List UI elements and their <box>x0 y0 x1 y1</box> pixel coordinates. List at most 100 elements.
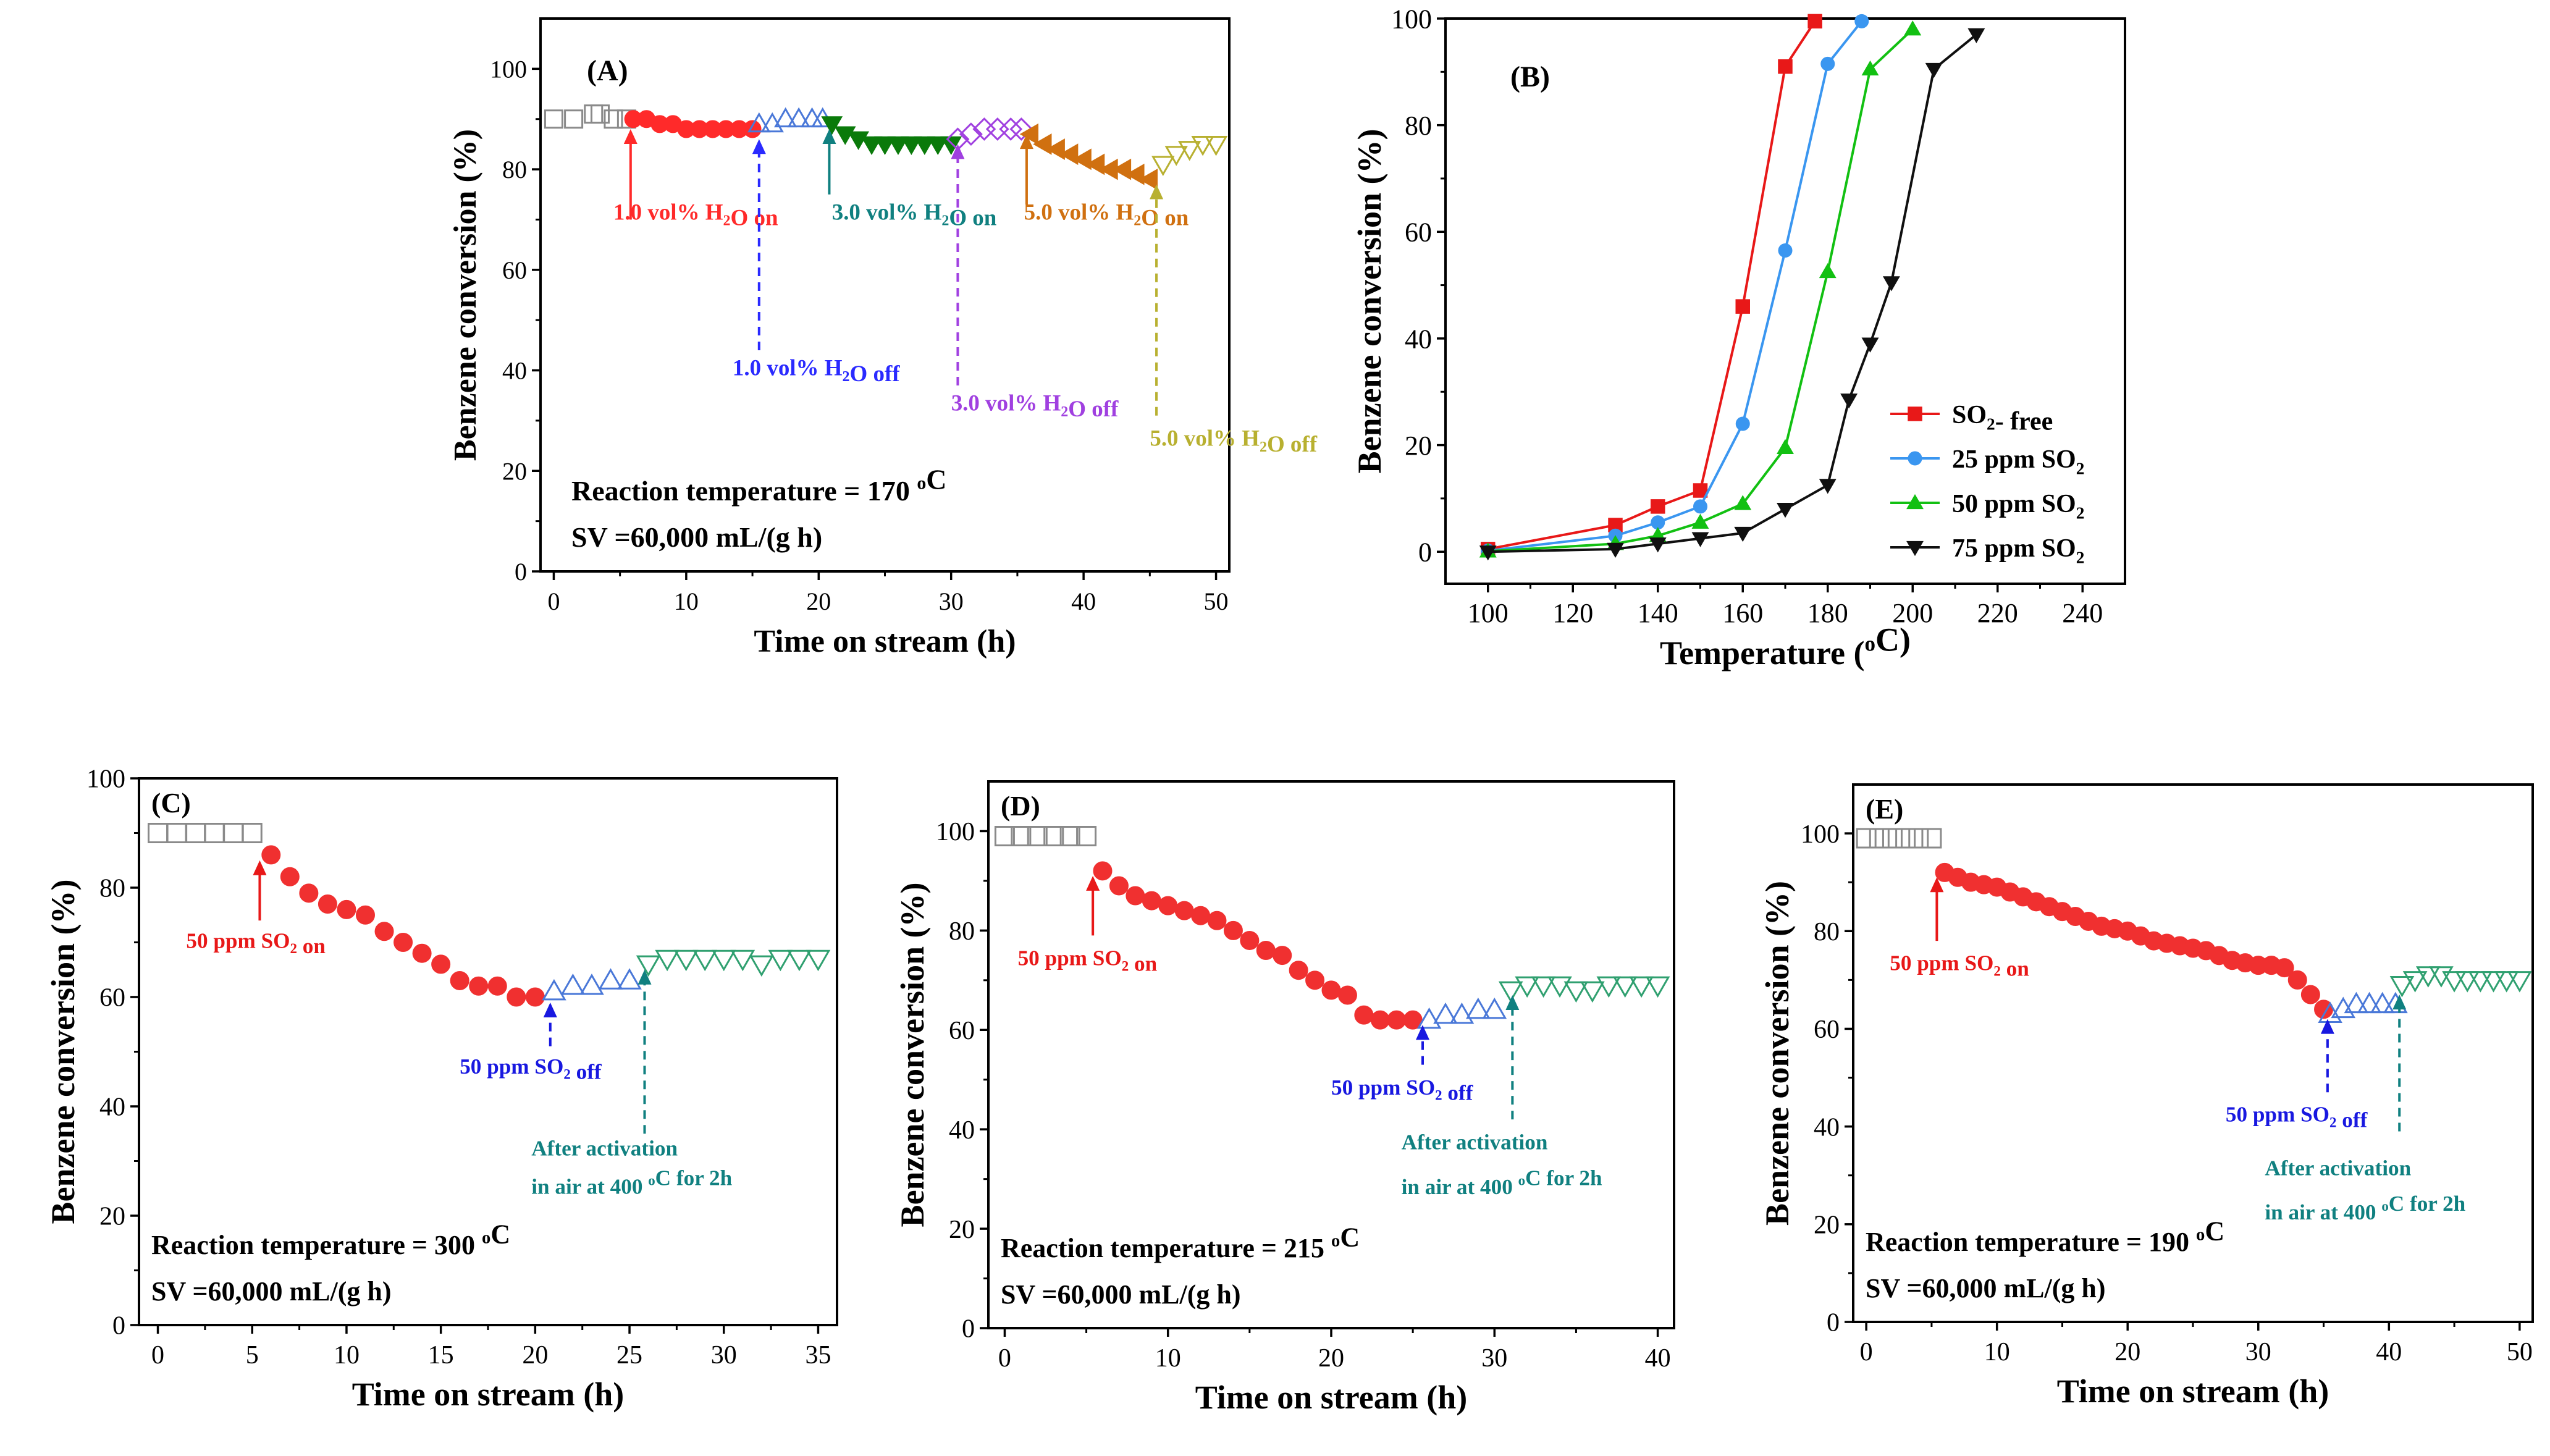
data-point <box>1820 56 1835 71</box>
data-point <box>787 949 812 972</box>
y-tick-label: 40 <box>949 1116 975 1145</box>
y-axis-label: Benzene conversion (%) <box>1759 881 1796 1226</box>
data-point <box>337 899 356 919</box>
annotation-label: in air at 400 oC for 2h <box>1402 1166 1602 1199</box>
data-point <box>1093 861 1113 881</box>
annotation-label: 50 ppm SO2 on <box>186 928 326 958</box>
y-axis-label: Benzene conversion (%) <box>894 883 931 1227</box>
data-point <box>1547 976 1572 998</box>
y-tick-label: 20 <box>502 457 527 485</box>
series <box>1019 123 1158 190</box>
data-point <box>1967 28 1985 44</box>
series <box>624 110 762 138</box>
data-point <box>1482 997 1507 1019</box>
data-point <box>2287 970 2307 990</box>
data-point <box>1076 826 1097 846</box>
y-tick-label: 0 <box>112 1312 125 1340</box>
data-point <box>1607 542 1624 558</box>
data-point <box>655 949 680 972</box>
y-tick-label: 60 <box>1405 217 1432 248</box>
data-point <box>1840 393 1858 409</box>
arrow-head <box>951 144 965 159</box>
arrow-head <box>1416 1025 1429 1040</box>
data-point <box>590 104 610 124</box>
data-point <box>355 905 375 925</box>
data-point <box>1777 439 1794 454</box>
data-point <box>1126 886 1145 906</box>
x-tick-label: 20 <box>1318 1344 1344 1373</box>
legend: SO2- free 25 ppm SO2 50 ppm SO2 75 ppm SO2 <box>1890 401 2084 567</box>
x-axis-label: Time on stream (h) <box>2057 1373 2329 1410</box>
annotation-label: 50 ppm SO2 on <box>1890 951 2029 981</box>
arrow-head <box>2320 1019 2334 1034</box>
annotation-label: in air at 400 oC for 2h <box>531 1166 732 1199</box>
data-point <box>2370 991 2395 1014</box>
data-point <box>1854 14 1869 28</box>
data-point <box>1819 263 1837 279</box>
data-point <box>166 823 187 843</box>
annotation-label: After activation <box>1402 1130 1548 1154</box>
annotation-label: 5.0 vol% H2O on <box>1024 199 1189 230</box>
condition-text: SV =60,000 mL/(g h) <box>1866 1273 2106 1303</box>
y-tick-label: 40 <box>502 357 527 385</box>
condition-text: Reaction temperature = 170 oC <box>571 464 947 507</box>
data-point <box>636 955 661 977</box>
annotation-label: After activation <box>2265 1156 2411 1180</box>
y-tick-label: 60 <box>1814 1016 1840 1044</box>
legend-label: 75 ppm SO2 <box>1952 534 2084 567</box>
data-point <box>1321 980 1341 1000</box>
arrow-head <box>752 139 766 154</box>
data-point <box>280 867 300 886</box>
data-point <box>1449 1002 1475 1024</box>
data-point <box>787 107 810 128</box>
y-tick-label: 100 <box>490 55 527 83</box>
series <box>542 968 642 1001</box>
data-point <box>507 987 526 1007</box>
series <box>994 826 1097 846</box>
series <box>1093 861 1423 1030</box>
data-point <box>318 894 337 914</box>
data-point <box>2344 991 2369 1014</box>
data-point <box>1479 545 1497 561</box>
data-point <box>1735 299 1750 314</box>
data-point <box>927 136 949 156</box>
data-point <box>1151 156 1175 177</box>
arrow-head <box>253 860 267 875</box>
series <box>1856 828 1942 849</box>
series <box>2318 991 2408 1023</box>
data-point <box>1515 976 1539 998</box>
x-tick-label: 40 <box>2376 1338 2402 1366</box>
data-point <box>887 136 909 156</box>
y-tick-label: 20 <box>1814 1211 1840 1240</box>
data-point <box>1596 976 1622 998</box>
annotation-label: 50 ppm SO2 off <box>2226 1103 2368 1132</box>
y-axis-label: Benzene conversion (%) <box>448 129 483 461</box>
series <box>1935 862 2334 1019</box>
x-tick-label: 0 <box>151 1341 164 1370</box>
data-point <box>261 845 281 865</box>
data-point <box>874 136 896 156</box>
panel-a: 0 10 20 30 40 50 0 20 40 60 80 100 Time on stream (h… <box>448 17 1318 659</box>
x-tick-label: 20 <box>806 587 831 615</box>
data-point <box>821 116 843 135</box>
panel-label: (B) <box>1510 61 1550 93</box>
data-point <box>1370 1010 1390 1030</box>
x-tick-label: 35 <box>805 1341 831 1370</box>
data-point <box>2415 966 2441 988</box>
data-point <box>1191 906 1211 925</box>
data-point <box>1174 901 1194 920</box>
data-point <box>1256 941 1276 961</box>
data-point <box>431 954 451 974</box>
arrow-head <box>1150 184 1164 200</box>
panel-label: (A) <box>587 54 628 87</box>
data-point <box>542 978 566 1001</box>
x-tick-label: 120 <box>1552 598 1593 628</box>
y-tick-label: 0 <box>515 558 527 586</box>
x-tick-label: 0 <box>998 1344 1011 1373</box>
data-point <box>1305 970 1325 990</box>
data-point <box>148 823 169 843</box>
data-point <box>1645 976 1670 998</box>
data-point <box>1925 62 1943 78</box>
x-tick-label: 30 <box>711 1341 737 1370</box>
x-tick-label: 0 <box>547 587 560 615</box>
